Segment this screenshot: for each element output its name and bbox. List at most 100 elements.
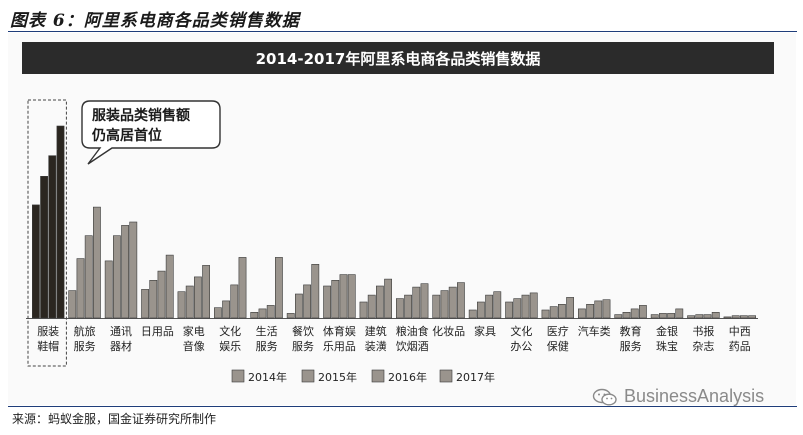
legend-swatch-0: [231, 369, 245, 383]
category-label-4-0: 家电: [183, 324, 205, 338]
bar-10-2: [412, 286, 421, 319]
bar-18-1: [695, 314, 704, 319]
bar-10-0: [395, 298, 404, 319]
category-label-5-0: 文化: [219, 324, 241, 338]
bar-9-0: [359, 301, 368, 319]
category-label-8-0: 体育娱: [323, 324, 356, 338]
bar-0-0: [31, 204, 40, 319]
category-label-8-1: 乐用品: [323, 340, 356, 353]
category-label-14-1: 保健: [547, 339, 569, 353]
bar-8-1: [331, 279, 340, 319]
bar-1-3: [93, 206, 101, 319]
watermark-text: BusinessAnalysis: [624, 386, 765, 406]
bar-18-2: [703, 314, 712, 319]
category-label-19-0: 中西: [729, 325, 751, 338]
bar-1-1: [76, 258, 85, 319]
category-label-16-1: 服务: [620, 340, 642, 353]
bar-3-3: [165, 254, 174, 319]
bar-19-2: [739, 315, 748, 319]
bar-15-0: [577, 308, 586, 319]
category-label-11-0: 化妆品: [432, 324, 465, 338]
bar-13-3: [529, 292, 538, 319]
bar-16-1: [622, 311, 631, 319]
bar-19-3: [748, 315, 756, 319]
figure-title: 图表 6：阿里系电商各品类销售数据: [10, 11, 300, 31]
bar-3-1: [149, 279, 158, 319]
bar-7-2: [303, 284, 311, 319]
category-label-7-1: 服务: [292, 340, 314, 353]
bar-1-2: [84, 235, 93, 319]
bar-16-3: [638, 305, 647, 319]
bar-19-0: [723, 316, 732, 319]
bar-9-1: [367, 294, 376, 319]
category-label-14-0: 医疗: [547, 324, 569, 338]
bar-17-2: [667, 313, 675, 319]
chart-frame: [8, 33, 796, 405]
bar-6-2: [266, 305, 275, 319]
bar-13-2: [521, 294, 530, 319]
bar-3-0: [141, 289, 149, 319]
bar-19-1: [731, 315, 740, 319]
bar-12-0: [468, 309, 477, 319]
category-label-5-1: 娱乐: [219, 339, 241, 353]
category-label-19-1: 药品: [729, 340, 751, 353]
bar-12-1: [476, 301, 485, 319]
category-label-1-0: 航旅: [74, 324, 96, 338]
category-label-9-1: 装潢: [365, 340, 387, 353]
bar-12-2: [485, 294, 493, 319]
bar-14-3: [566, 297, 574, 319]
bar-4-3: [202, 265, 210, 319]
category-label-12-0: 家具: [474, 324, 496, 338]
bar-0-1: [40, 176, 48, 319]
bar-5-1: [222, 300, 230, 319]
bottom-rule: [8, 406, 797, 407]
bar-15-3: [602, 299, 611, 319]
bar-8-3: [347, 274, 356, 319]
callout-bubble: [81, 100, 221, 165]
category-label-9-0: 建筑: [365, 324, 387, 338]
bar-9-3: [384, 278, 392, 319]
bar-15-2: [594, 300, 603, 319]
bar-4-0: [177, 291, 186, 319]
category-label-18-1: 杂志: [692, 340, 714, 353]
bar-6-1: [258, 308, 267, 319]
wechat-icon: [592, 388, 617, 406]
bar-2-3: [129, 221, 138, 319]
bar-13-0: [505, 301, 513, 319]
category-label-17-1: 珠宝: [656, 339, 678, 353]
bar-14-1: [549, 306, 558, 319]
bar-10-3: [420, 283, 429, 319]
category-label-0-1: 鞋帽: [37, 339, 59, 353]
top-rule: [8, 31, 797, 32]
category-label-16-0: 教育: [620, 324, 642, 338]
bar-12-3: [493, 291, 502, 319]
legend-swatch-3: [439, 369, 453, 383]
category-label-10-1: 饮烟酒: [396, 339, 429, 353]
bar-9-2: [375, 285, 384, 319]
legend-swatch-2: [371, 369, 385, 383]
category-label-6-0: 生活: [256, 324, 278, 338]
bar-16-2: [630, 308, 639, 319]
legend-label-1: 2015年: [318, 370, 357, 384]
bar-8-2: [339, 274, 348, 319]
highlight-box: [27, 99, 67, 367]
category-label-17-0: 金银: [656, 324, 678, 338]
bar-2-2: [121, 225, 129, 319]
bar-14-0: [541, 309, 550, 319]
bar-18-0: [687, 315, 695, 319]
watermark: BusinessAnalysis: [592, 386, 764, 407]
category-label-2-0: 通讯: [110, 325, 132, 338]
bar-11-1: [440, 290, 449, 319]
category-label-10-0: 粮油食: [396, 324, 429, 338]
bar-10-1: [404, 294, 412, 319]
callout-text-0: 服装品类销售额: [92, 107, 190, 124]
bar-8-0: [323, 285, 331, 319]
category-label-2-1: 器材: [110, 339, 132, 353]
bar-17-0: [650, 314, 659, 319]
bar-13-1: [513, 298, 522, 319]
bar-4-1: [185, 285, 194, 319]
category-label-13-0: 文化: [510, 324, 532, 338]
category-label-1-1: 服务: [74, 340, 96, 353]
legend-swatch-1: [301, 369, 315, 383]
